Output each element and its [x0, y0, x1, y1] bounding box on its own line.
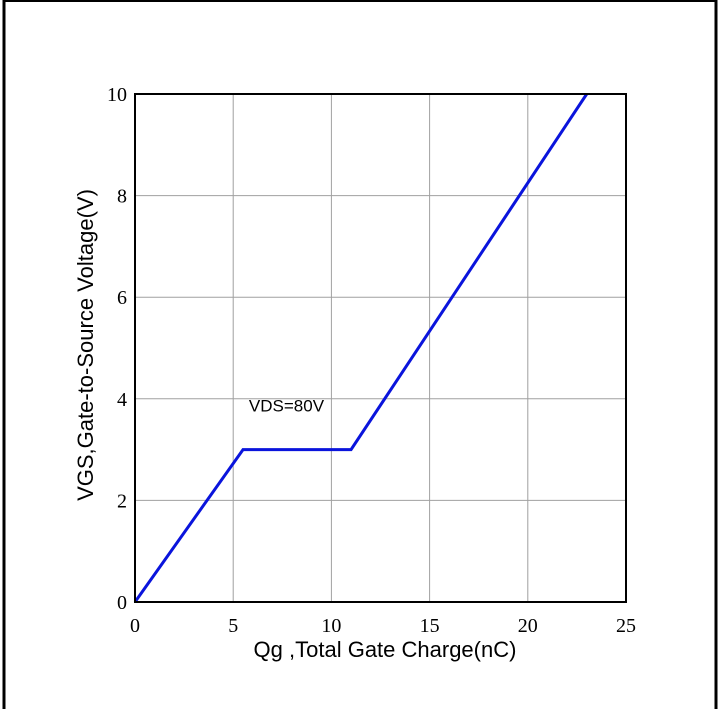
tick-labels: 0 5 10 15 20 25 0 2 4 6 8 10 [107, 84, 636, 637]
y-tick-label: 8 [117, 186, 127, 208]
grid [135, 94, 626, 602]
x-tick-label: 15 [420, 615, 440, 637]
y-tick-label: 10 [107, 84, 127, 106]
y-tick-label: 4 [117, 389, 127, 411]
y-tick-label: 0 [117, 592, 127, 614]
y-axis-title: VGS,Gate-to-Source Voltage(V) [73, 189, 98, 501]
x-axis-title: Qg ,Total Gate Charge(nC) [254, 637, 517, 662]
series-layer [133, 93, 588, 603]
y-tick-label: 2 [117, 490, 127, 512]
y-tick-label: 6 [117, 287, 127, 309]
plot-area-frame [134, 93, 627, 603]
x-tick-label: 20 [518, 615, 538, 637]
annotation-0: VDS=80V [249, 397, 325, 416]
annotations: VDS=80V [249, 397, 325, 416]
x-tick-label: 10 [321, 615, 341, 637]
x-tick-label: 0 [130, 615, 140, 637]
x-tick-label: 25 [616, 615, 636, 637]
series-line-0 [133, 93, 588, 603]
x-tick-label: 5 [228, 615, 238, 637]
